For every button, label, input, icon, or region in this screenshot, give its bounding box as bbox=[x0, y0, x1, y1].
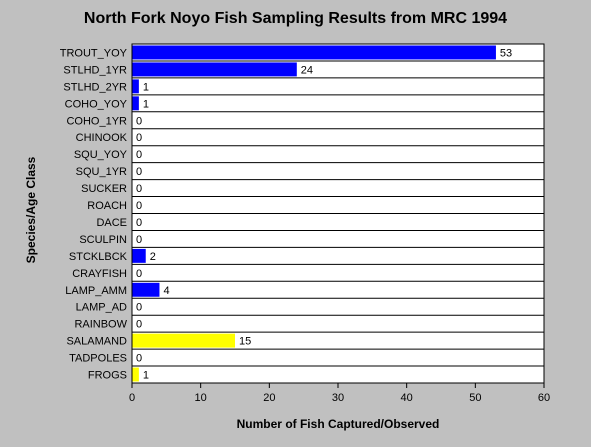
bar bbox=[132, 333, 235, 348]
category-label: TROUT_YOY bbox=[60, 47, 128, 59]
x-tick-label: 30 bbox=[332, 392, 344, 404]
category-label: FROGS bbox=[88, 370, 127, 382]
category-label: SQU_YOY bbox=[74, 149, 128, 161]
data-label: 0 bbox=[136, 115, 142, 127]
data-label: 2 bbox=[150, 251, 156, 263]
data-label: 0 bbox=[136, 302, 142, 314]
chart-title: North Fork Noyo Fish Sampling Results fr… bbox=[83, 10, 508, 27]
bar bbox=[132, 282, 160, 297]
data-label: 0 bbox=[136, 268, 142, 280]
bar bbox=[132, 96, 139, 111]
data-label: 0 bbox=[136, 132, 142, 144]
data-label: 24 bbox=[301, 64, 313, 76]
data-label: 0 bbox=[136, 234, 142, 246]
data-label: 1 bbox=[143, 370, 149, 382]
bar bbox=[132, 62, 297, 77]
x-tick-label: 40 bbox=[401, 392, 413, 404]
category-label: STLHD_1YR bbox=[63, 64, 127, 76]
data-label: 1 bbox=[143, 98, 149, 110]
x-tick-label: 60 bbox=[538, 392, 550, 404]
data-label: 0 bbox=[136, 217, 142, 229]
data-label: 1 bbox=[143, 81, 149, 93]
bar bbox=[132, 45, 496, 60]
category-label: SUCKER bbox=[81, 183, 127, 195]
data-label: 0 bbox=[136, 183, 142, 195]
category-label: ROACH bbox=[87, 200, 127, 212]
x-tick-label: 10 bbox=[195, 392, 207, 404]
data-label: 0 bbox=[136, 149, 142, 161]
category-label: RAINBOW bbox=[74, 319, 127, 331]
data-label: 4 bbox=[163, 285, 169, 297]
x-axis-label: Number of Fish Captured/Observed bbox=[236, 417, 440, 431]
data-label: 0 bbox=[136, 319, 142, 331]
category-label: LAMP_AMM bbox=[65, 285, 127, 297]
data-label: 0 bbox=[136, 353, 142, 365]
category-label: LAMP_AD bbox=[76, 302, 127, 314]
bar bbox=[132, 248, 146, 263]
category-label: SQU_1YR bbox=[76, 166, 127, 178]
category-label: COHO_1YR bbox=[66, 115, 127, 127]
data-label: 53 bbox=[500, 47, 512, 59]
category-label: STCKLBCK bbox=[69, 251, 128, 263]
category-label: CRAYFISH bbox=[72, 268, 127, 280]
x-tick-label: 50 bbox=[469, 392, 481, 404]
x-tick-label: 20 bbox=[263, 392, 275, 404]
bar bbox=[132, 79, 139, 94]
data-label: 0 bbox=[136, 200, 142, 212]
category-label: TADPOLES bbox=[69, 353, 127, 365]
x-tick-label: 0 bbox=[129, 392, 135, 404]
data-label: 15 bbox=[239, 336, 251, 348]
category-label: SALAMAND bbox=[66, 336, 127, 348]
category-label: SCULPIN bbox=[79, 234, 127, 246]
category-label: CHINOOK bbox=[76, 132, 128, 144]
data-label: 0 bbox=[136, 166, 142, 178]
category-label: STLHD_2YR bbox=[63, 81, 127, 93]
bar bbox=[132, 367, 139, 382]
category-label: COHO_YOY bbox=[65, 98, 128, 110]
category-label: DACE bbox=[96, 217, 127, 229]
